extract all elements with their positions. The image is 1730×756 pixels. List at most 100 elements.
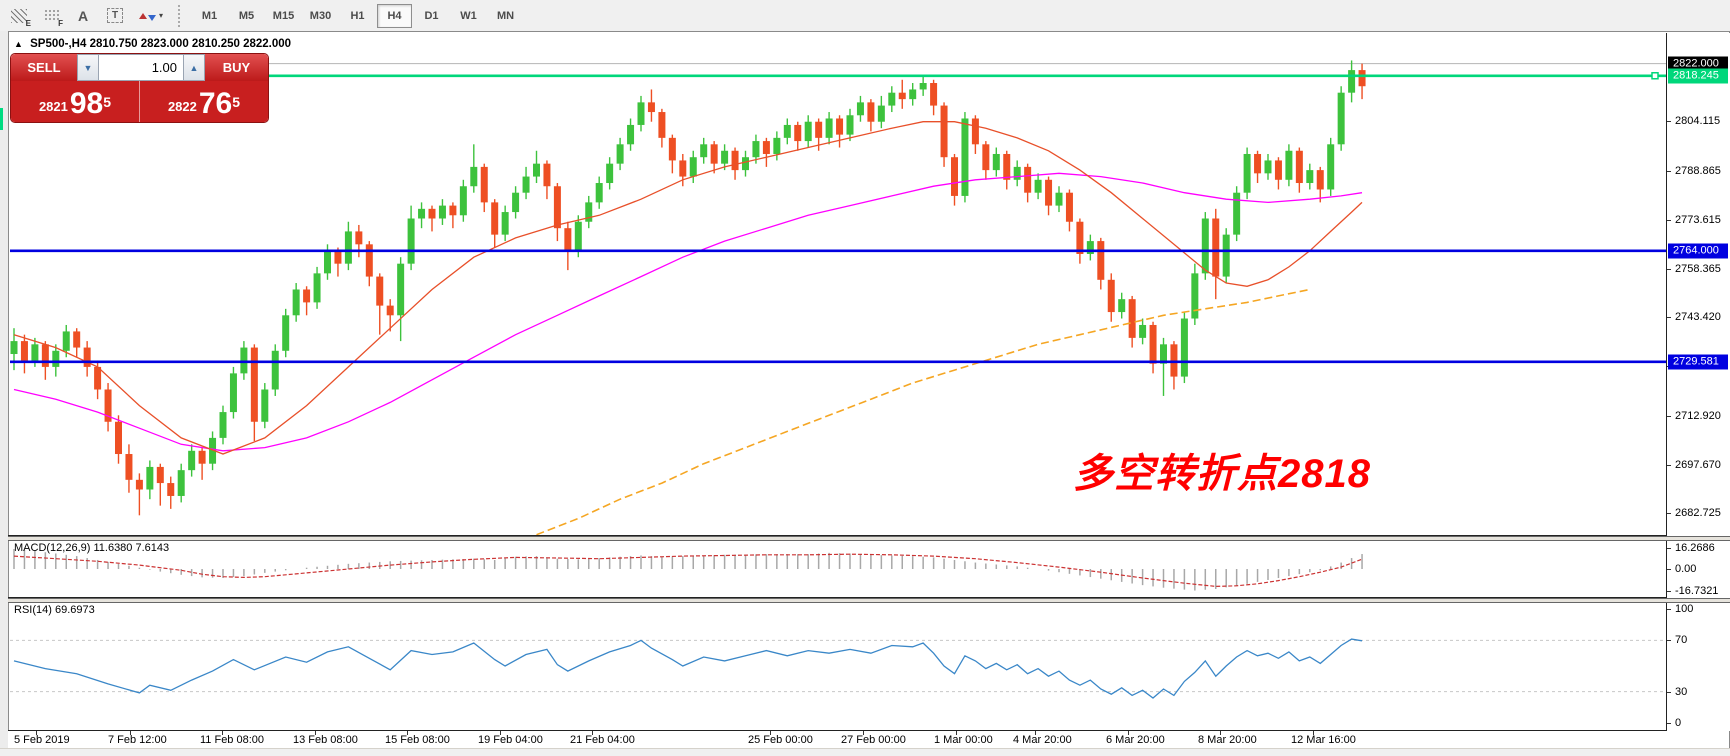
- candle: [825, 118, 833, 138]
- rsi-line: [13, 638, 1363, 699]
- hatch-e-tool-icon[interactable]: E: [6, 4, 32, 28]
- candle: [261, 389, 269, 422]
- candle: [1097, 241, 1105, 280]
- candle: [1076, 221, 1084, 254]
- toolbar: E F A T ▾ M1 M5 M15 M30 H1 H4 D1 W1 MN: [0, 0, 1730, 32]
- axis-tick: [1667, 170, 1671, 172]
- candle: [637, 102, 645, 125]
- candle: [522, 176, 530, 193]
- tf-button-m5[interactable]: M5: [238, 9, 255, 22]
- candle: [1107, 279, 1115, 313]
- chart-title: ▲ SP500-,H4 2810.750 2823.000 2810.250 2…: [14, 38, 291, 50]
- tf-button-w1[interactable]: W1: [460, 9, 477, 22]
- candle: [250, 347, 258, 422]
- candle: [470, 166, 478, 187]
- candle: [836, 118, 844, 135]
- window-bottom-edge: [0, 748, 1730, 756]
- buy-price-button[interactable]: 2822 765: [140, 81, 268, 122]
- candle: [700, 144, 708, 158]
- candle: [1128, 299, 1136, 338]
- axis-tick: [1667, 609, 1671, 610]
- time-tick: [1128, 731, 1129, 735]
- cycle-arrows-tool-icon[interactable]: ▾: [134, 4, 168, 28]
- time-tick-label: 5 Feb 2019: [14, 734, 70, 746]
- price-tick-label: 2804.115: [1675, 115, 1721, 128]
- time-tick-label: 8 Mar 20:00: [1198, 734, 1257, 746]
- grid-f-tool-icon[interactable]: F: [38, 4, 64, 28]
- line-handle[interactable]: [1651, 72, 1659, 80]
- candle: [783, 124, 791, 138]
- axis-tick: [1667, 219, 1671, 221]
- candle: [428, 208, 436, 219]
- candle: [606, 163, 614, 184]
- tf-button-m1[interactable]: M1: [201, 9, 218, 22]
- macd-tick-label: -16.7321: [1675, 584, 1719, 597]
- candle: [1065, 192, 1073, 222]
- candle: [940, 105, 948, 158]
- red-triangle-icon: [138, 12, 147, 19]
- candle: [679, 160, 687, 177]
- sell-price-button[interactable]: 2821 985: [11, 81, 140, 122]
- tf-button-h1[interactable]: H1: [350, 9, 365, 22]
- candle: [1139, 324, 1147, 338]
- chart-window: [8, 31, 1730, 755]
- rsi-label: RSI(14) 69.6973: [14, 604, 95, 616]
- panel-splitter[interactable]: [8, 598, 1730, 603]
- time-tick: [863, 731, 864, 735]
- volume-down-button[interactable]: ▼: [77, 54, 99, 81]
- tf-button-d1[interactable]: D1: [424, 9, 439, 22]
- time-tick-label: 13 Feb 08:00: [293, 734, 358, 746]
- candle: [449, 205, 457, 216]
- tf-button-m30[interactable]: M30: [309, 9, 332, 22]
- time-axis[interactable]: 5 Feb 2019 7 Feb 12:00 11 Feb 08:00 13 Feb …: [8, 731, 1667, 748]
- price-axis-border: [1666, 33, 1667, 730]
- rsi-tick-label: 30: [1675, 685, 1688, 698]
- candle: [491, 202, 499, 235]
- candle: [1348, 70, 1356, 93]
- time-tick: [1035, 731, 1036, 735]
- symbol-period-label: SP500-,H4: [30, 38, 87, 50]
- candle: [271, 350, 279, 390]
- time-tick-label: 21 Feb 04:00: [570, 734, 635, 746]
- candle: [313, 273, 321, 303]
- candle: [564, 228, 572, 251]
- candle: [1201, 218, 1209, 274]
- text-box-tool-icon[interactable]: T: [102, 4, 128, 28]
- volume-input[interactable]: [99, 54, 183, 81]
- macd-panel: [13, 549, 1363, 591]
- candle: [386, 305, 394, 316]
- one-click-trade-panel: SELL ▼ ▲ BUY 2821 985 2822 765: [11, 54, 268, 122]
- tf-button-m15[interactable]: M15: [272, 9, 295, 22]
- collapse-arrow-icon[interactable]: ▲: [14, 39, 23, 49]
- text-label-tool-icon[interactable]: A: [77, 7, 89, 24]
- ohlc-values: 2810.750 2823.000 2810.250 2822.000: [89, 38, 292, 50]
- sell-price-pips: 985: [69, 87, 112, 120]
- tf-button-h4[interactable]: H4: [377, 3, 412, 28]
- volume-up-button[interactable]: ▲: [183, 54, 205, 81]
- candle: [156, 466, 164, 484]
- candle: [282, 315, 290, 351]
- sell-button[interactable]: SELL: [11, 54, 77, 81]
- tf-button-mn[interactable]: MN: [496, 9, 515, 22]
- candle: [533, 163, 540, 177]
- candle: [1034, 179, 1042, 193]
- time-tick: [1220, 731, 1221, 735]
- candle: [585, 202, 593, 222]
- panel-splitter[interactable]: [8, 536, 1730, 541]
- time-tick: [407, 731, 408, 735]
- price-tick-label: 2758.365: [1675, 262, 1721, 275]
- candle: [752, 141, 760, 158]
- buy-button[interactable]: BUY: [205, 54, 268, 81]
- price-badge: 2729.581: [1668, 354, 1728, 370]
- price-badge: 2818.245: [1668, 68, 1728, 84]
- candle: [543, 163, 551, 187]
- price-tick-label: 2788.865: [1675, 164, 1721, 177]
- panel-divider-line: [8, 535, 1667, 536]
- price-axis[interactable]: 2804.115 2788.865 2773.615 2758.365 2743.420…: [1667, 33, 1730, 731]
- chart-text-annotation: 多空转折点2818: [1073, 452, 1371, 496]
- candle: [355, 231, 363, 245]
- candle: [1233, 192, 1241, 235]
- ma_fast-line: [13, 121, 1363, 455]
- time-tick-label: 4 Mar 20:00: [1013, 734, 1072, 746]
